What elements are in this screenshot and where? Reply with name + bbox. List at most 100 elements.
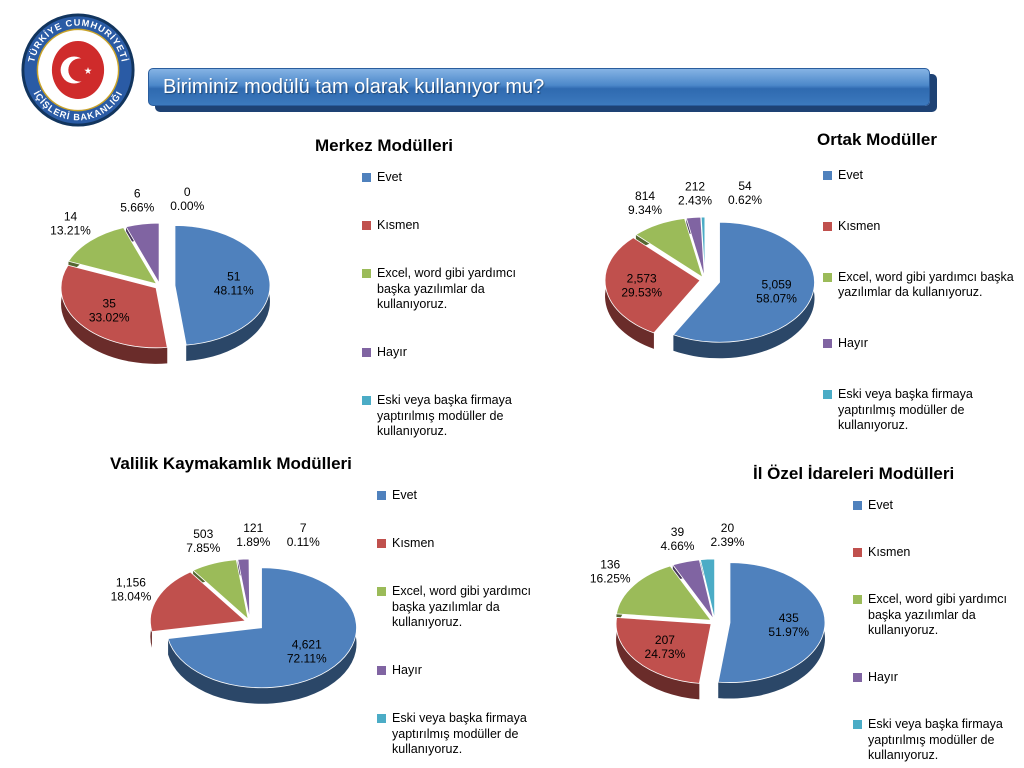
legend-item: Eski veya başka firmaya yaptırılmış modü… — [362, 393, 548, 440]
pie-slice — [192, 559, 249, 621]
legend-item: Hayır — [377, 663, 563, 679]
data-label: 136 16.25% — [590, 558, 631, 586]
pie-slice — [699, 558, 716, 620]
legend-label: Excel, word gibi yardımcı başka yazılıml… — [838, 269, 1014, 300]
legend-swatch-icon — [823, 390, 832, 400]
chart-title: Valilik Kaymakamlık Modülleri — [110, 454, 352, 473]
legend-label: Evet — [377, 170, 403, 184]
pie-slice-side — [61, 265, 168, 364]
legend-swatch-icon — [853, 720, 862, 730]
data-label: 54 0.62% — [728, 179, 762, 207]
pie-slice — [60, 264, 168, 349]
legend-item: Eski veya başka firmaya yaptırılmış modü… — [377, 711, 563, 758]
legend-label: Eski veya başka firmaya yaptırılmış modü… — [377, 393, 512, 439]
data-label: 121 1.89% — [236, 521, 270, 549]
legend-swatch-icon — [823, 171, 832, 180]
legend-swatch-icon — [362, 348, 371, 358]
pie-slice — [125, 222, 160, 285]
legend-label: Kısmen — [838, 218, 881, 233]
legend-swatch-icon — [823, 339, 832, 349]
pie-slice — [615, 617, 712, 684]
legend-swatch-icon — [853, 673, 862, 683]
legend-item: Eski veya başka firmaya yaptırılmış modü… — [823, 387, 1015, 434]
chart-valilik-kaymakamlik-modulleri: Valilik Kaymakamlık Modülleri 4,621 72.11… — [5, 452, 570, 764]
data-label: 51 48.11% — [214, 269, 254, 297]
legend-swatch-icon — [853, 501, 862, 510]
chart-legend: Evet Kısmen Excel, word gibi yardımcı başk… — [362, 170, 548, 440]
legend-swatch-icon — [823, 272, 832, 282]
pie-slice — [672, 221, 815, 343]
data-label: 20 2.39% — [710, 521, 744, 549]
legend-item: Evet — [853, 498, 1024, 514]
pie-merkez-modulleri: 51 48.11% 35 33.02% 14 13.21% 6 5.66% 0 0.00% — [50, 185, 271, 364]
legend-swatch-icon — [823, 221, 832, 231]
legend-swatch-icon — [377, 666, 386, 676]
data-label: 7 0.11% — [287, 521, 320, 549]
legend-swatch-icon — [362, 173, 371, 182]
legend-item: Excel, word gibi yardımcı başka yazılıml… — [853, 592, 1024, 639]
pie-slice-side — [673, 222, 815, 359]
legend-item: Excel, word gibi yardımcı başka yazılıml… — [823, 270, 1015, 301]
pie-slice — [67, 227, 158, 285]
pie-slice — [248, 558, 251, 620]
pie-slice — [174, 225, 271, 346]
legend-swatch-icon — [377, 491, 386, 500]
legend-item: Hayır — [823, 336, 1015, 352]
legend-label: Evet — [868, 498, 894, 512]
legend-label: Eski veya başka firmaya yaptırılmış modü… — [868, 717, 1003, 763]
legend-item: Kısmen — [853, 545, 1024, 561]
pie-slice — [635, 218, 704, 279]
legend-label: Excel, word gibi yardımcı başka yazılıml… — [377, 265, 516, 312]
legend-swatch-icon — [853, 547, 862, 557]
legend-item: Kısmen — [362, 218, 548, 234]
chart-title: İl Özel İdareleri Modülleri — [753, 464, 955, 483]
data-label: 503 7.85% — [186, 527, 220, 555]
legend-swatch-icon — [362, 396, 371, 406]
pie-valilik-kaymakamlik: 4,621 72.11% 1,156 18.04% 503 7.85% 121 1.89% 7 0… — [111, 521, 357, 704]
slide-title: Biriminiz modülü tam olarak kullanıyor m… — [163, 75, 545, 98]
pie-slice — [149, 571, 247, 633]
pie-slice — [672, 559, 714, 620]
pie-ortak-moduller: 5,059 58.07% 2,573 29.53% 814 9.34% 212 2.43% 54… — [604, 179, 815, 359]
legend-label: Kısmen — [392, 535, 435, 550]
legend-item: Hayır — [853, 670, 1024, 686]
chart-ortak-moduller: Ortak Modüller 5,059 58.07% 2,573 29.53% 814… — [555, 122, 1020, 450]
data-label: 1,156 18.04% — [111, 575, 152, 603]
data-label: 0 0.00% — [170, 185, 204, 213]
chart-legend: Evet Kısmen Excel, word gibi yardımcı başk… — [823, 168, 1015, 434]
legend-label: Excel, word gibi yardımcı başka yazılıml… — [868, 591, 1007, 638]
data-label: 5,059 58.07% — [756, 278, 797, 306]
legend-item: Eski veya başka firmaya yaptırılmış modü… — [853, 717, 1024, 764]
legend-item: Evet — [377, 488, 563, 504]
legend-item: Excel, word gibi yardımcı başka yazılıml… — [362, 266, 548, 313]
legend-item: Evet — [362, 170, 548, 186]
legend-label: Kısmen — [868, 544, 911, 559]
chart-title: Merkez Modülleri — [315, 136, 453, 155]
legend-label: Hayır — [868, 670, 898, 685]
data-label: 39 4.66% — [660, 525, 694, 553]
data-label: 4,621 72.11% — [287, 638, 327, 666]
legend-swatch-icon — [377, 586, 386, 596]
data-label: 207 24.73% — [645, 633, 686, 661]
legend-item: Kısmen — [377, 536, 563, 552]
legend-swatch-icon — [377, 714, 386, 724]
star-icon: ★ — [84, 66, 93, 77]
data-label: 814 9.34% — [628, 189, 662, 217]
chart-il-ozel-idareleri-modulleri: İl Özel İdareleri Modülleri 435 51.97% 207… — [555, 452, 1020, 764]
legend-label: Excel, word gibi yardımcı başka yazılıml… — [392, 583, 531, 630]
legend-label: Hayır — [377, 345, 407, 360]
legend-label: Hayır — [838, 336, 868, 351]
pie-slice — [685, 216, 705, 278]
data-label: 2,573 29.53% — [621, 271, 662, 299]
data-label: 212 2.43% — [678, 180, 712, 208]
legend-swatch-icon — [362, 268, 371, 278]
legend-swatch-icon — [377, 538, 386, 548]
data-label: 6 5.66% — [120, 186, 154, 214]
legend-label: Evet — [838, 168, 864, 182]
pie-slice — [604, 237, 701, 334]
legend-swatch-icon — [362, 220, 371, 230]
legend-swatch-icon — [853, 594, 862, 604]
pie-slice-side — [616, 617, 700, 700]
legend-label: Eski veya başka firmaya yaptırılmış modü… — [838, 387, 973, 433]
data-label: 35 33.02% — [89, 296, 130, 324]
